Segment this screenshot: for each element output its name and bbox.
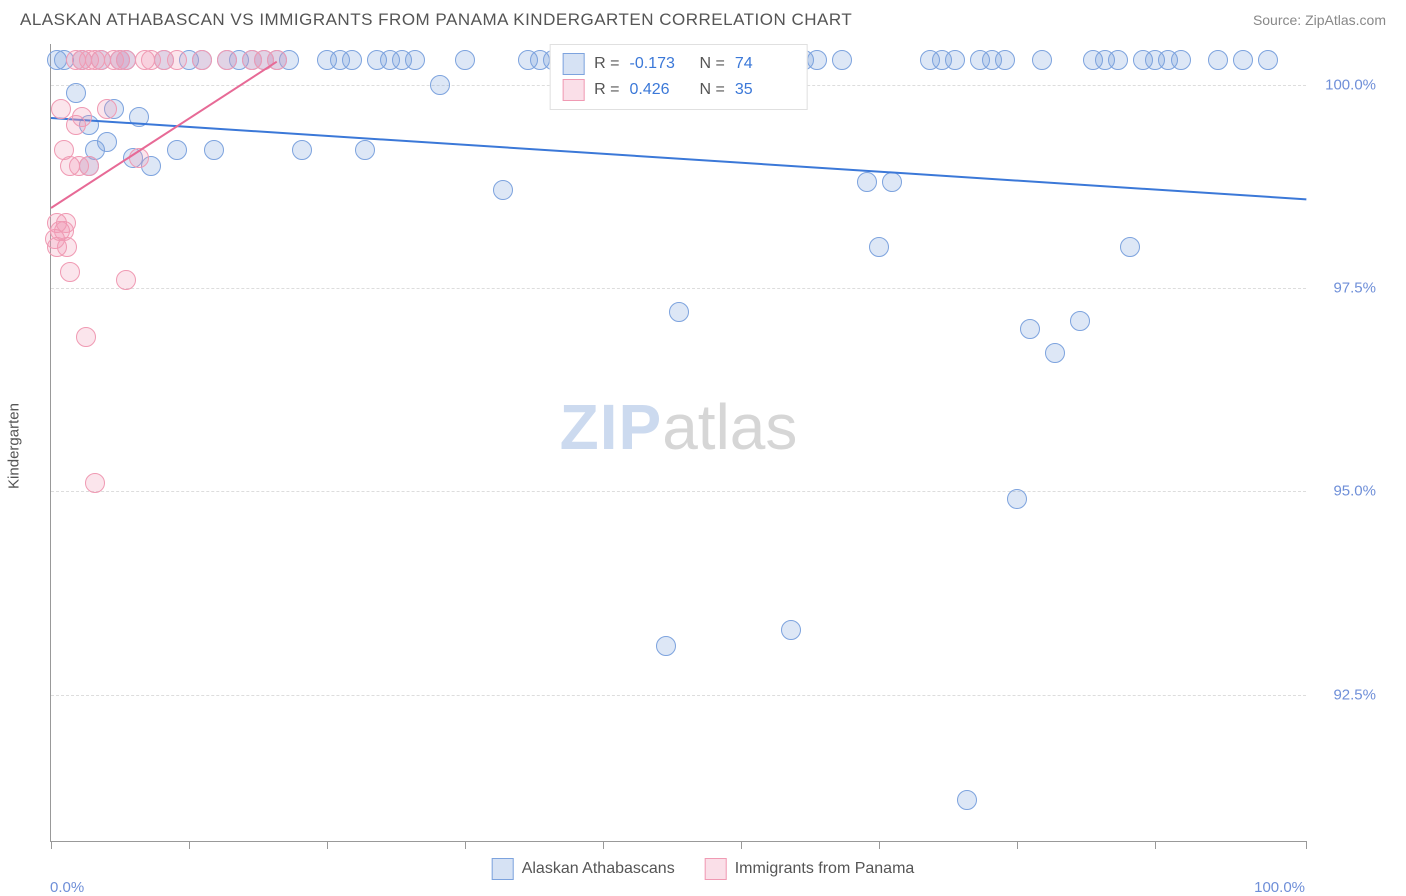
data-point-pink <box>60 262 80 282</box>
data-point-blue <box>1233 50 1253 70</box>
ytick-label: 100.0% <box>1325 76 1376 93</box>
r-value-blue: -0.173 <box>630 55 690 73</box>
gridline-h <box>51 491 1306 492</box>
data-point-blue <box>669 302 689 322</box>
source-label: Source: ZipAtlas.com <box>1253 12 1386 28</box>
data-point-blue <box>1208 50 1228 70</box>
data-point-pink <box>116 270 136 290</box>
data-point-blue <box>204 140 224 160</box>
data-point-blue <box>292 140 312 160</box>
data-point-blue <box>1171 50 1191 70</box>
r-label: R = <box>594 55 619 73</box>
r-value-pink: 0.426 <box>630 81 690 99</box>
swatch-pink-icon <box>562 79 584 101</box>
data-point-blue <box>167 140 187 160</box>
legend-label-blue: Alaskan Athabascans <box>522 860 675 878</box>
data-point-blue <box>1020 319 1040 339</box>
data-point-blue <box>1258 50 1278 70</box>
data-point-blue <box>1045 343 1065 363</box>
data-point-blue <box>1070 311 1090 331</box>
xtick <box>603 841 604 849</box>
data-point-pink <box>79 156 99 176</box>
data-point-pink <box>217 50 237 70</box>
data-point-blue <box>97 132 117 152</box>
data-point-blue <box>405 50 425 70</box>
chart-title: ALASKAN ATHABASCAN VS IMMIGRANTS FROM PA… <box>20 10 852 30</box>
xtick <box>1155 841 1156 849</box>
watermark: ZIPatlas <box>560 390 798 464</box>
legend-item-blue: Alaskan Athabascans <box>492 858 675 880</box>
data-point-blue <box>342 50 362 70</box>
data-point-blue <box>1032 50 1052 70</box>
legend-stats: R = -0.173 N = 74 R = 0.426 N = 35 <box>549 44 808 110</box>
xtick <box>189 841 190 849</box>
swatch-blue-icon <box>492 858 514 880</box>
watermark-atlas: atlas <box>662 391 797 463</box>
data-point-blue <box>781 620 801 640</box>
data-point-pink <box>116 50 136 70</box>
r-label: R = <box>594 81 619 99</box>
data-point-pink <box>97 99 117 119</box>
data-point-pink <box>85 473 105 493</box>
xtick <box>879 841 880 849</box>
data-point-blue <box>355 140 375 160</box>
data-point-pink <box>57 237 77 257</box>
data-point-pink <box>51 99 71 119</box>
n-label: N = <box>700 81 725 99</box>
data-point-blue <box>1120 237 1140 257</box>
data-point-blue <box>430 75 450 95</box>
legend-row-blue: R = -0.173 N = 74 <box>562 51 795 77</box>
data-point-blue <box>1108 50 1128 70</box>
data-point-blue <box>882 172 902 192</box>
watermark-zip: ZIP <box>560 391 663 463</box>
xtick <box>51 841 52 849</box>
xtick <box>741 841 742 849</box>
legend-item-pink: Immigrants from Panama <box>705 858 915 880</box>
xtick <box>1306 841 1307 849</box>
gridline-h <box>51 288 1306 289</box>
data-point-pink <box>76 327 96 347</box>
legend-label-pink: Immigrants from Panama <box>735 860 915 878</box>
data-point-blue <box>945 50 965 70</box>
trend-line-blue <box>51 117 1306 200</box>
data-point-pink <box>167 50 187 70</box>
xtick <box>327 841 328 849</box>
data-point-blue <box>995 50 1015 70</box>
data-point-blue <box>832 50 852 70</box>
data-point-blue <box>957 790 977 810</box>
xtick-label: 0.0% <box>50 879 84 896</box>
swatch-pink-icon <box>705 858 727 880</box>
data-point-blue <box>857 172 877 192</box>
chart-container: ZIPatlas R = -0.173 N = 74 R = 0.426 N =… <box>50 44 1386 842</box>
ytick-label: 92.5% <box>1333 686 1376 703</box>
xtick <box>1017 841 1018 849</box>
data-point-blue <box>656 636 676 656</box>
data-point-blue <box>869 237 889 257</box>
y-axis-label: Kindergarten <box>6 403 23 489</box>
data-point-blue <box>66 83 86 103</box>
data-point-pink <box>56 213 76 233</box>
n-value-pink: 35 <box>735 81 795 99</box>
legend-row-pink: R = 0.426 N = 35 <box>562 77 795 103</box>
n-value-blue: 74 <box>735 55 795 73</box>
xtick <box>465 841 466 849</box>
data-point-blue <box>455 50 475 70</box>
data-point-blue <box>1007 489 1027 509</box>
data-point-pink <box>72 107 92 127</box>
legend-bottom: Alaskan Athabascans Immigrants from Pana… <box>492 858 915 880</box>
gridline-h <box>51 695 1306 696</box>
xtick-label: 100.0% <box>1254 879 1305 896</box>
ytick-label: 95.0% <box>1333 483 1376 500</box>
ytick-label: 97.5% <box>1333 279 1376 296</box>
swatch-blue-icon <box>562 53 584 75</box>
data-point-blue <box>493 180 513 200</box>
data-point-pink <box>192 50 212 70</box>
data-point-blue <box>807 50 827 70</box>
n-label: N = <box>700 55 725 73</box>
plot-area: ZIPatlas R = -0.173 N = 74 R = 0.426 N =… <box>50 44 1306 842</box>
